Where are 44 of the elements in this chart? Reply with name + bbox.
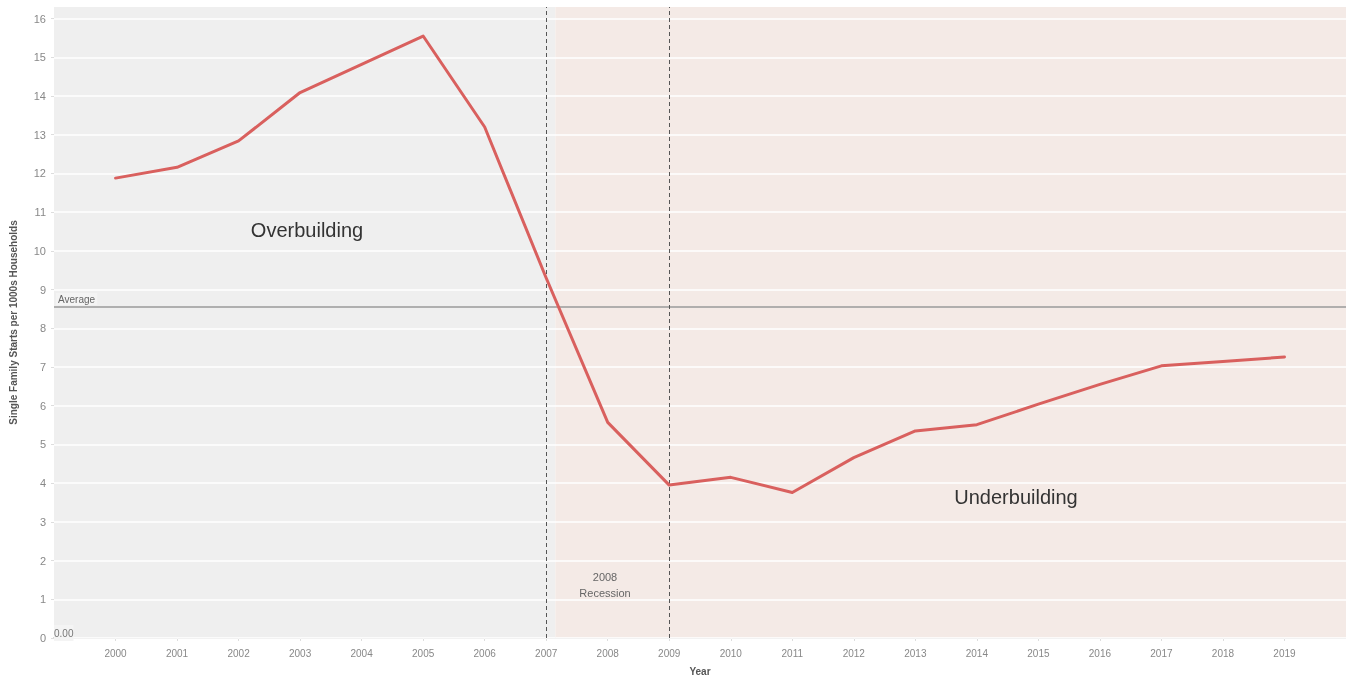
- y-tick-label: 3: [39, 515, 46, 528]
- y-tick-label: 4: [39, 477, 46, 490]
- annotation: Overbuilding: [250, 219, 364, 241]
- x-tick-label: 2006: [473, 647, 497, 659]
- x-tick-label: 2004: [350, 647, 374, 659]
- y-axis-title: Single Family Starts per 1000s Households: [7, 219, 19, 425]
- x-tick-label: 2009: [658, 647, 681, 659]
- x-tick-label: 2003: [288, 647, 312, 659]
- y-tick-label: 12: [33, 167, 46, 180]
- annotation: Underbuilding: [954, 486, 1078, 508]
- x-tick-label: 2008: [596, 647, 620, 659]
- ref-line-label: Average: [58, 293, 96, 305]
- x-axis-title: Year: [689, 665, 711, 677]
- annotation: 2008 Recession: [579, 571, 631, 599]
- y-tick-label: 16: [33, 12, 46, 25]
- x-tick-label: 2010: [719, 647, 743, 659]
- x-tick-label: 2015: [1027, 647, 1050, 659]
- y-tick-label: 1: [39, 593, 46, 606]
- y-tick-label: 2: [39, 554, 46, 567]
- y-tick-label: 11: [34, 206, 46, 219]
- x-tick-label: 2013: [904, 647, 927, 659]
- y-tick-label: 6: [39, 399, 46, 412]
- y-tick-label: 5: [39, 438, 46, 451]
- annotation: 0.00: [54, 627, 74, 639]
- y-tick-label: 7: [39, 361, 46, 374]
- x-tick-label: 2014: [965, 647, 989, 659]
- x-tick-label: 2017: [1150, 647, 1173, 659]
- x-tick-label: 2011: [781, 647, 804, 659]
- y-tick-label: 10: [33, 244, 46, 257]
- y-tick-label: 8: [39, 322, 46, 335]
- x-tick-label: 2005: [412, 647, 435, 659]
- x-tick-label: 2019: [1273, 647, 1297, 659]
- x-tick-label: 2000: [104, 647, 128, 659]
- x-tick-label: 2018: [1211, 647, 1235, 659]
- y-tick-label: 0: [39, 632, 46, 644]
- y-tick-label: 14: [33, 90, 46, 103]
- x-tick-label: 2007: [535, 647, 558, 659]
- y-tick-label: 13: [33, 128, 46, 141]
- x-tick-label: 2016: [1088, 647, 1112, 659]
- y-tick-label: 15: [33, 51, 46, 64]
- x-tick-label: 2012: [842, 647, 866, 659]
- x-tick-label: 2002: [227, 647, 251, 659]
- y-tick-label: 9: [39, 283, 46, 296]
- x-tick-label: 2001: [165, 647, 189, 659]
